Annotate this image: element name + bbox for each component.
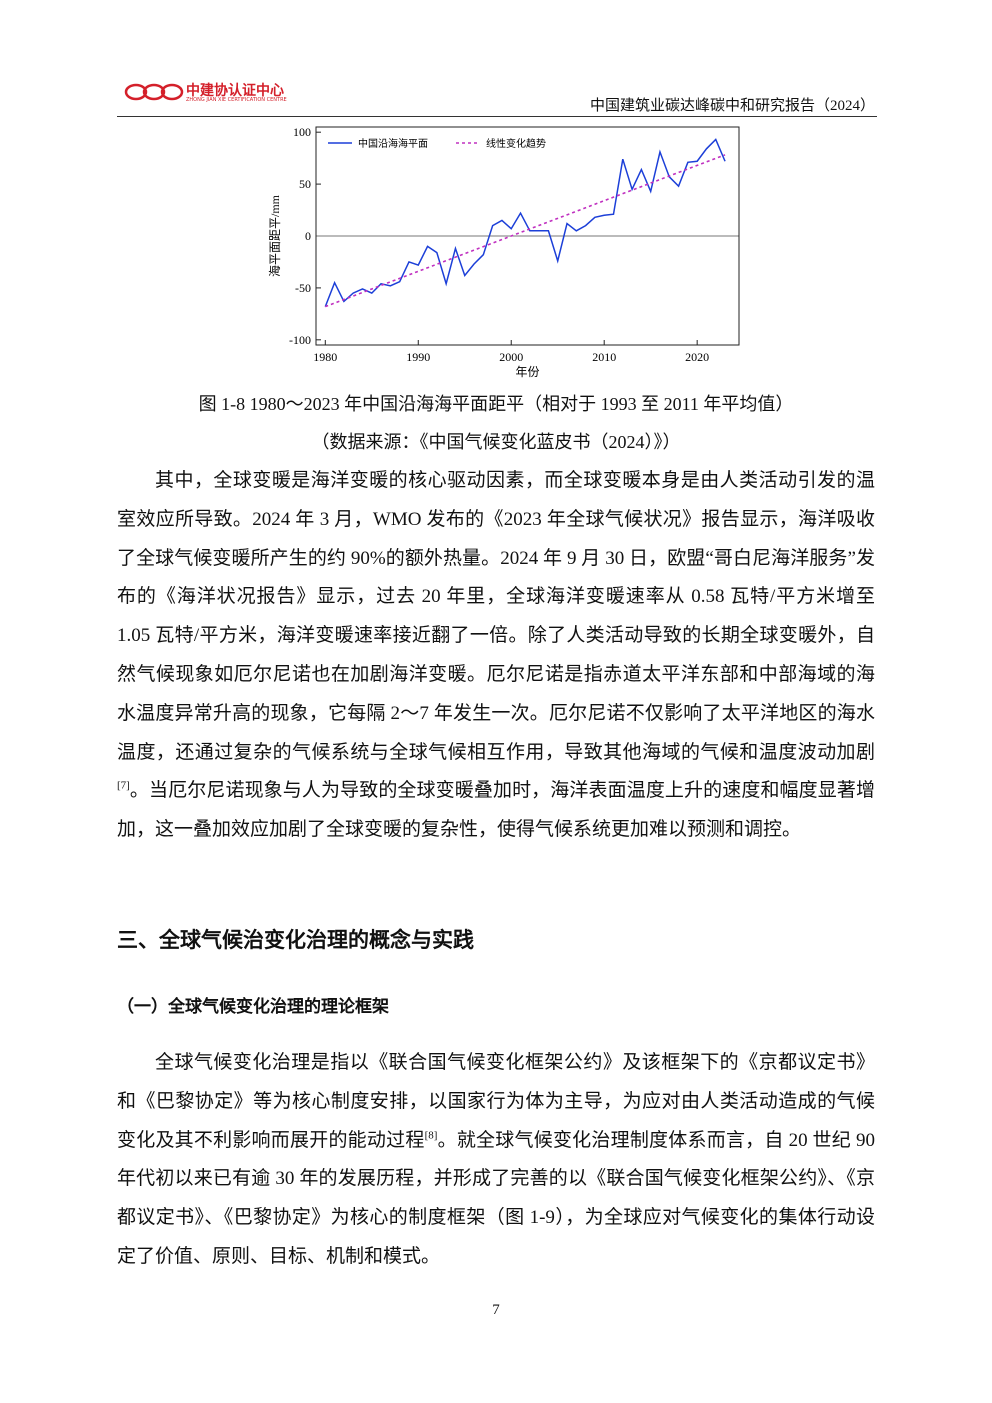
y-axis-label: 海平面距平/mm: [267, 194, 282, 277]
logo-name: 中建协认证中心: [186, 83, 284, 99]
data-line: [325, 154, 726, 308]
logo-subtitle: ZHONG JIAN XIE CERTIFICATION CENTRE: [186, 97, 287, 103]
header-title: 中国建筑业碳达峰碳中和研究报告（2024）: [589, 98, 875, 114]
text: 。当厄尔尼诺现象与人为导致的全球变暖叠加时，海洋表面温度上升的速度和幅度显著增加…: [117, 780, 875, 841]
x-tick-label: 1980: [313, 350, 337, 364]
text: 全球气候变化治理是指以《联合国气候变化框架公约》及该框架下的《京都议定书》和《巴…: [117, 1052, 875, 1151]
data-line: [324, 138, 726, 307]
y-tick-label: 50: [299, 177, 311, 191]
x-tick-label: 1990: [406, 350, 430, 364]
x-tick-label: 2020: [685, 350, 709, 364]
y-tick-label: 100: [293, 125, 311, 139]
subsection-heading: （一）全球气候变化治理的理论框架: [117, 997, 389, 1017]
x-axis-label: 年份: [515, 365, 539, 379]
figure-source: （数据来源：《中国气候变化蓝皮书（2024）》）: [311, 432, 681, 452]
x-tick-label: 2010: [592, 350, 616, 364]
plot-frame: [315, 126, 740, 346]
figure-caption: 图 1-8 1980～2023 年中国沿海海平面距平（相对于 1993 至 20…: [198, 394, 794, 414]
y-tick-label: 0: [305, 229, 311, 243]
text: 。就全球气候变化治理制度体系而言，自 20 世纪 90 年代初以来已有逾 30 …: [117, 1129, 875, 1267]
logo-mark: [124, 83, 184, 101]
chart: -100 -50 0 50 100 1980 1990 2000 2010 2020 年份 海平面距平…: [267, 125, 740, 379]
paragraph: 其中，全球变暖是海洋变暖的核心驱动因素，而全球变暖本身是由人类活动引发的温室效应…: [117, 462, 875, 850]
legend-label: 中国沿海海平面: [358, 137, 428, 150]
header-rule: [117, 116, 877, 117]
citation: [8]: [424, 1129, 438, 1142]
citation: [7]: [117, 780, 130, 793]
x-tick-label: 2000: [499, 350, 523, 364]
text: 其中，全球变暖是海洋变暖的核心驱动因素，而全球变暖本身是由人类活动引发的温室效应…: [117, 470, 875, 763]
section-heading: 三、全球气候治变化治理的概念与实践: [117, 928, 474, 952]
page-number: 7: [492, 1302, 500, 1318]
y-tick-label: -50: [295, 281, 311, 295]
y-tick-label: -100: [289, 333, 311, 347]
paragraph: 全球气候变化治理是指以《联合国气候变化框架公约》及该框架下的《京都议定书》和《巴…: [117, 1044, 875, 1277]
legend-label: 线性变化趋势: [486, 137, 546, 150]
